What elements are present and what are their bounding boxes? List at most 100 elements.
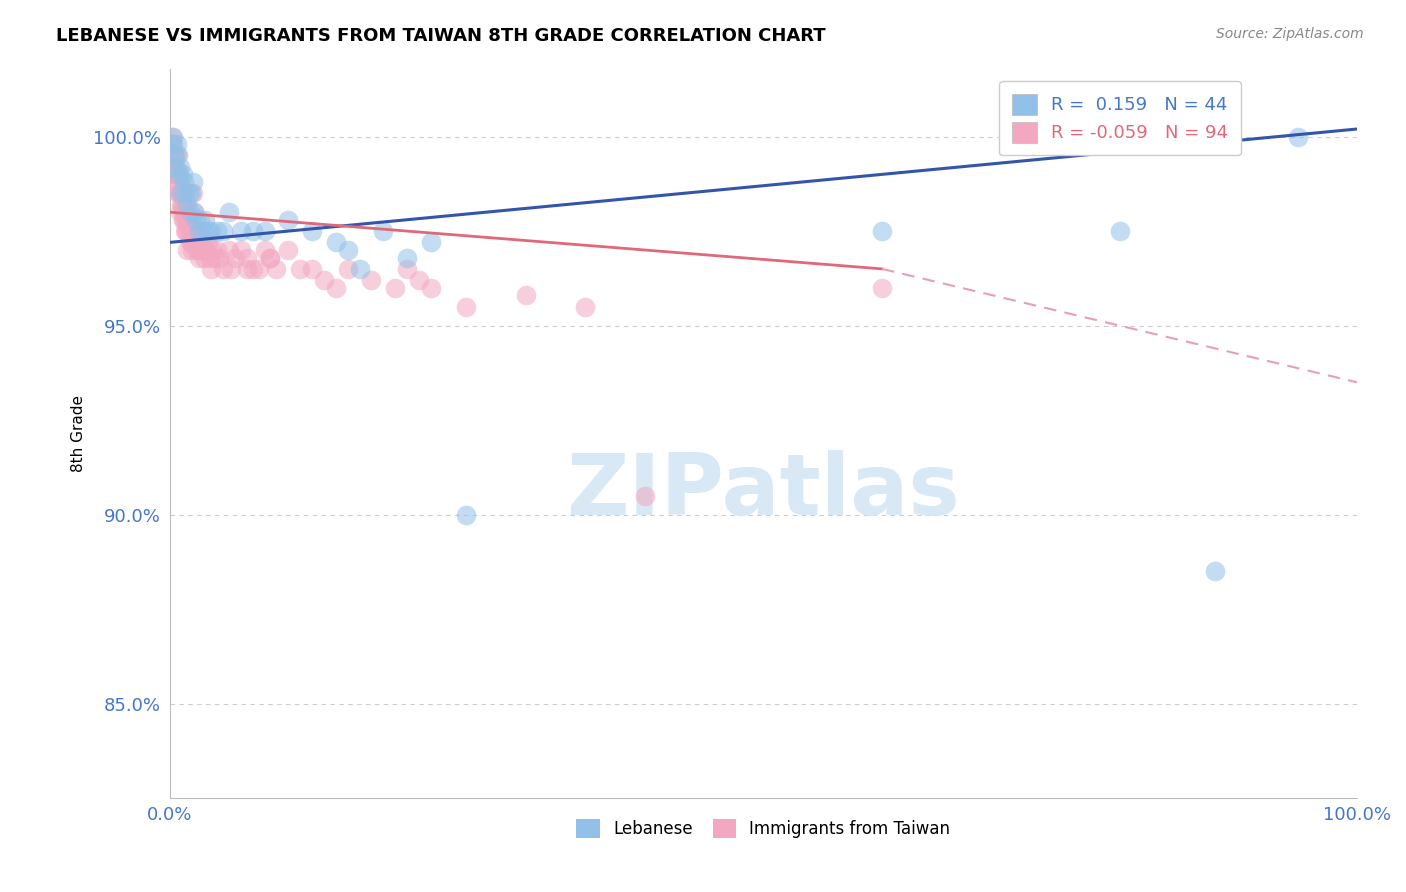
Point [177,186,200,201]
Text: ZIPatlas: ZIPatlas [567,450,960,533]
Point [179,224,201,238]
Point [163,148,186,162]
Point [179,205,201,219]
Point [190,235,212,250]
Point [360,273,382,287]
Point [301,224,323,238]
Point [408,273,430,287]
Point [633,489,655,503]
Point [197,224,219,238]
Point [174,224,197,238]
Point [176,243,198,257]
Point [200,261,222,276]
Point [515,288,537,302]
Point [188,251,211,265]
Point [174,224,197,238]
Point [198,251,221,265]
Point [170,197,193,211]
Point [188,243,211,257]
Point [193,251,215,265]
Point [224,251,246,265]
Point [166,186,188,201]
Point [167,167,190,181]
Point [172,167,194,181]
Point [169,175,191,189]
Point [167,186,190,201]
Text: Source: ZipAtlas.com: Source: ZipAtlas.com [1216,27,1364,41]
Point [177,212,200,227]
Point [190,212,212,227]
Point [229,224,252,238]
Point [194,243,217,257]
Point [165,167,187,181]
Point [336,261,359,276]
Point [253,243,276,257]
Point [174,212,197,227]
Point [184,235,207,250]
Point [212,224,235,238]
Point [218,205,240,219]
Point [349,261,371,276]
Point [456,508,478,522]
Point [165,160,187,174]
Point [180,235,202,250]
Point [166,167,188,181]
Point [194,243,217,257]
Point [179,235,201,250]
Point [373,224,395,238]
Point [259,251,281,265]
Point [166,148,188,162]
Point [162,148,184,162]
Point [419,235,441,250]
Point [259,251,281,265]
Point [173,197,195,211]
Point [165,167,187,181]
Point [219,261,242,276]
Point [188,224,211,238]
Point [163,148,186,162]
Point [190,224,212,238]
Point [174,186,197,201]
Point [235,261,257,276]
Y-axis label: 8th Grade: 8th Grade [72,395,86,472]
Point [167,167,190,181]
Point [242,261,264,276]
Text: LEBANESE VS IMMIGRANTS FROM TAIWAN 8TH GRADE CORRELATION CHART: LEBANESE VS IMMIGRANTS FROM TAIWAN 8TH G… [56,27,825,45]
Point [574,300,596,314]
Point [181,243,204,257]
Point [172,212,194,227]
Point [200,224,222,238]
Point [205,243,228,257]
Point [187,235,209,250]
Point [160,129,183,144]
Point [162,129,184,144]
Point [204,251,226,265]
Point [395,261,418,276]
Point [419,281,441,295]
Point [212,261,235,276]
Point [218,243,240,257]
Legend: Lebanese, Immigrants from Taiwan: Lebanese, Immigrants from Taiwan [569,812,957,845]
Point [183,205,205,219]
Point [169,186,191,201]
Point [312,273,335,287]
Point [170,197,193,211]
Point [1204,564,1226,578]
Point [162,137,184,152]
Point [325,235,347,250]
Point [1286,129,1309,144]
Point [181,224,204,238]
Point [183,205,205,219]
Point [166,137,188,152]
Point [176,224,198,238]
Point [160,137,183,152]
Point [197,235,219,250]
Point [162,148,184,162]
Point [176,197,198,211]
Point [169,205,191,219]
Point [208,251,231,265]
Point [173,175,195,189]
Point [186,224,208,238]
Point [180,186,202,201]
Point [165,160,187,174]
